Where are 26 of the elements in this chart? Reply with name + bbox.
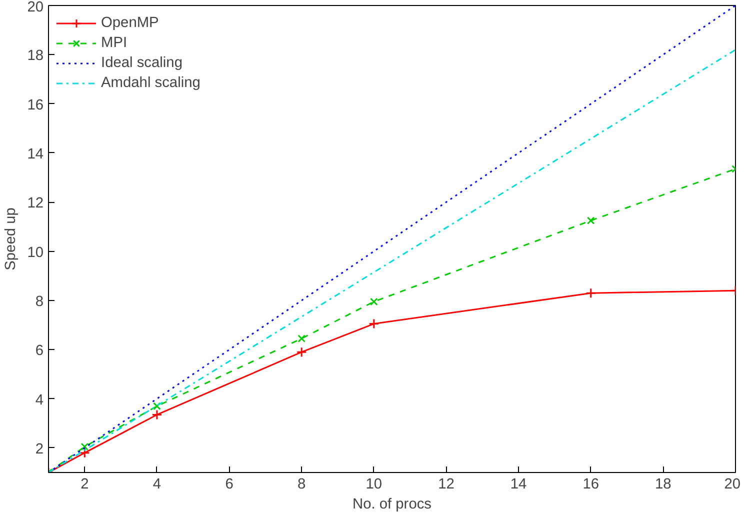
x-tick-label: 20 (724, 476, 741, 492)
legend-label: Ideal scaling (101, 55, 182, 71)
y-tick-label: 8 (35, 294, 44, 310)
x-tick-label: 6 (225, 476, 234, 492)
y-tick-label: 16 (27, 97, 44, 114)
x-tick-label: 10 (366, 476, 382, 492)
legend-label: Amdahl scaling (101, 75, 200, 91)
y-tick-label: 10 (27, 244, 44, 261)
legend-label: MPI (101, 35, 128, 51)
legend-label: OpenMP (101, 15, 159, 31)
x-tick-label: 4 (152, 476, 162, 492)
y-tick-label: 18 (27, 48, 44, 64)
x-tick-label: 12 (438, 476, 454, 492)
y-tick-label: 6 (35, 343, 44, 360)
y-tick-label: 12 (27, 196, 44, 212)
x-tick-label: 18 (655, 476, 672, 492)
x-tick-label: 8 (298, 476, 306, 492)
x-axis-title: No. of procs (352, 496, 432, 512)
y-tick-label: 2 (35, 441, 44, 458)
y-axis-title: Speed up (3, 208, 20, 270)
y-tick-label: 20 (27, 0, 44, 16)
y-tick-label: 4 (35, 392, 44, 408)
y-tick-label: 14 (27, 146, 44, 162)
x-tick-label: 16 (582, 476, 600, 492)
x-tick-label: 14 (510, 476, 527, 492)
x-tick-label: 2 (80, 476, 89, 492)
